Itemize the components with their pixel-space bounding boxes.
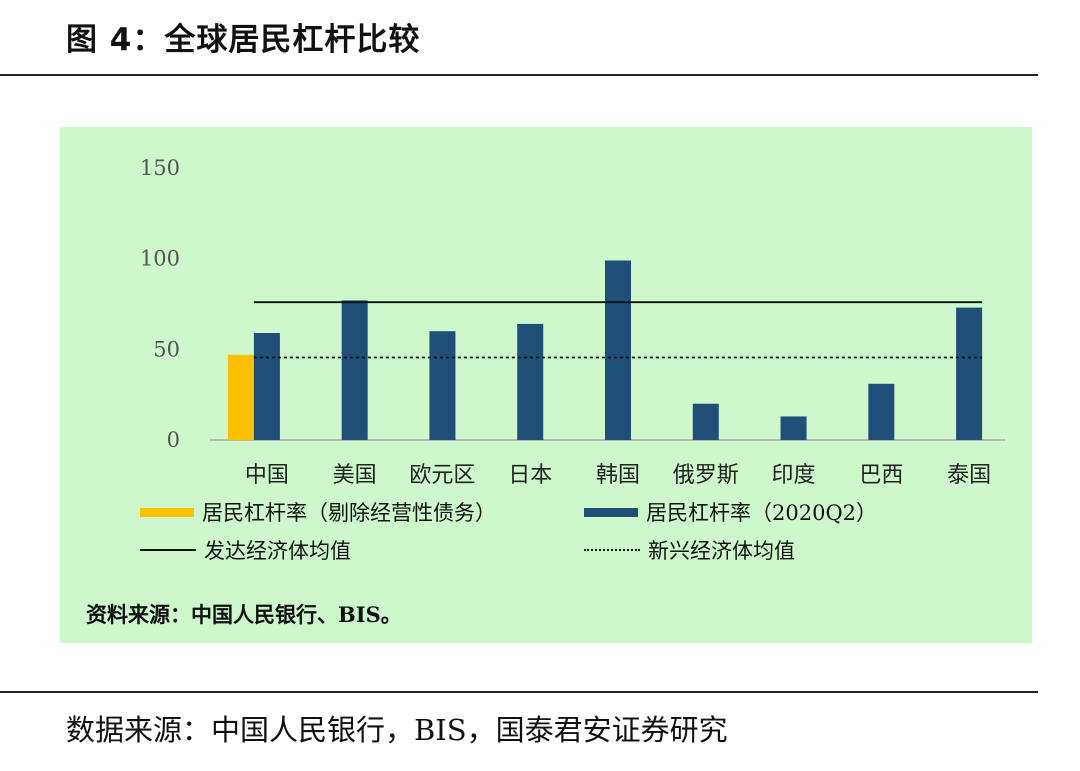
legend-swatch-series1: [140, 507, 194, 517]
chart-panel: 0 50 100 150 中国 美国 欧元区 日本 韩国 俄罗斯 印度 巴西 泰国 居民杠杆率（剔除经营…: [60, 127, 1032, 643]
legend-item-series2: 居民杠杆率（2020Q2）: [584, 497, 877, 527]
legend-label-emerging-avg: 新兴经济体均值: [648, 539, 795, 563]
x-tick-label: 美国: [333, 463, 377, 488]
legend-swatch-emerging-avg: [584, 549, 640, 551]
y-tick-label: 150: [140, 156, 180, 180]
top-rule: [0, 74, 1038, 76]
legend-label-developed-avg: 发达经济体均值: [204, 539, 351, 563]
bar-series2-0: [253, 333, 280, 440]
y-tick-label: 0: [167, 428, 180, 452]
x-tick-label: 巴西: [859, 463, 903, 488]
bar-series2-6: [780, 416, 807, 440]
panel-source-note: 资料来源：中国人民银行、BIS。: [86, 602, 402, 627]
bar-chart: 0 50 100 150 中国 美国 欧元区 日本 韩国 俄罗斯 印度 巴西 泰国: [140, 156, 1005, 488]
x-tick-label: 俄罗斯: [673, 463, 739, 488]
x-tick-label: 泰国: [947, 463, 991, 488]
y-tick-label: 50: [153, 337, 180, 361]
x-tick-label: 印度: [772, 463, 816, 488]
y-tick-label: 100: [140, 247, 180, 271]
bar-series1-0: [227, 354, 254, 440]
figure-title: 图 4：全球居民杠杆比较: [66, 22, 421, 58]
legend-item-series1: 居民杠杆率（剔除经营性债务）: [140, 497, 496, 527]
legend-label-series2: 居民杠杆率（2020Q2）: [646, 501, 878, 525]
bar-series2-8: [956, 307, 983, 440]
legend-swatch-developed-avg: [140, 549, 196, 551]
bar-series2-1: [341, 300, 368, 440]
legend-swatch-series2: [584, 507, 638, 517]
bar-series2-5: [692, 403, 719, 440]
x-tick-label: 中国: [245, 463, 289, 488]
bottom-rule: [0, 691, 1038, 693]
bar-series2-3: [517, 323, 544, 440]
bar-series2-4: [605, 260, 631, 440]
x-tick-label: 韩国: [596, 463, 640, 488]
footer-source: 数据来源：中国人民银行，BIS，国泰君安证券研究: [66, 713, 728, 747]
x-tick-label: 欧元区: [409, 463, 475, 488]
bar-series2-7: [868, 383, 895, 440]
legend-item-emerging-avg: 新兴经济体均值: [584, 535, 795, 565]
x-tick-label: 日本: [508, 463, 552, 488]
legend-label-series1: 居民杠杆率（剔除经营性债务）: [202, 501, 496, 525]
legend-item-developed-avg: 发达经济体均值: [140, 535, 351, 565]
bar-series2-2: [429, 331, 456, 440]
